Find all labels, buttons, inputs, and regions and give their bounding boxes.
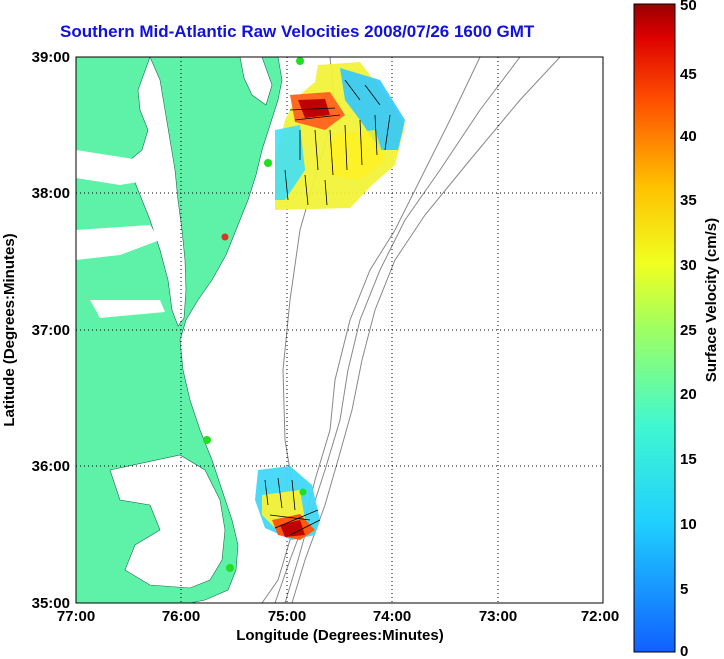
x-tick-label: 77:00 — [57, 608, 95, 625]
plot-frame — [75, 56, 604, 604]
pamlico-sound — [109, 454, 226, 589]
velocity-field-north — [275, 62, 405, 210]
colorbar-tick-label: 10 — [680, 516, 697, 533]
x-axis-ticks: 77:00 76:00 75:00 74:00 73:00 72:00 — [57, 608, 619, 625]
station-marker — [226, 564, 234, 572]
y-tick-label: 35:00 — [32, 595, 70, 612]
bay-inlet — [90, 300, 165, 318]
colorbar-tick-label: 0 — [680, 643, 688, 659]
colorbar-tick-label: 20 — [680, 386, 697, 403]
station-marker — [203, 436, 211, 444]
y-axis-ticks: 39:00 38:00 37:00 36:00 35:00 — [32, 49, 70, 612]
y-axis-label: Latitude (Degrees:Minutes) — [1, 233, 18, 426]
colorbar-tick-label: 5 — [680, 581, 688, 598]
y-tick-label: 38:00 — [32, 185, 70, 202]
station-marker — [299, 488, 307, 496]
colorbar — [633, 3, 676, 653]
bay-inlet — [76, 150, 150, 185]
x-tick-label: 75:00 — [268, 608, 306, 625]
colorbar-tick-label: 35 — [680, 192, 697, 209]
x-tick-label: 76:00 — [162, 608, 200, 625]
grid — [76, 57, 603, 603]
colorbar-ticks: 50 45 40 35 30 25 20 15 10 5 0 — [680, 0, 697, 659]
colorbar-label: Surface Velocity (cm/s) — [703, 218, 720, 382]
delaware-bay — [239, 57, 273, 106]
colorbar-tick-label: 30 — [680, 257, 697, 274]
map-title: Southern Mid-Atlantic Raw Velocities 200… — [60, 22, 535, 41]
colorbar-tick-label: 50 — [680, 0, 697, 14]
colorbar-tick-label: 15 — [680, 451, 697, 468]
station-marker — [296, 57, 304, 65]
y-tick-label: 39:00 — [32, 49, 70, 66]
x-tick-label: 72:00 — [581, 608, 619, 625]
station-marker — [221, 233, 229, 241]
x-tick-label: 74:00 — [373, 608, 411, 625]
y-tick-label: 36:00 — [32, 458, 70, 475]
velocity-field-south — [255, 466, 321, 540]
x-tick-label: 73:00 — [479, 608, 517, 625]
chesapeake-bay — [129, 57, 187, 327]
bay-inlet — [76, 225, 160, 260]
station-marker — [264, 159, 272, 167]
colorbar-tick-label: 25 — [680, 322, 697, 339]
y-tick-label: 37:00 — [32, 322, 70, 339]
x-axis-label: Longitude (Degrees:Minutes) — [236, 627, 444, 644]
colorbar-tick-label: 45 — [680, 66, 697, 83]
colorbar-tick-label: 40 — [680, 128, 697, 145]
